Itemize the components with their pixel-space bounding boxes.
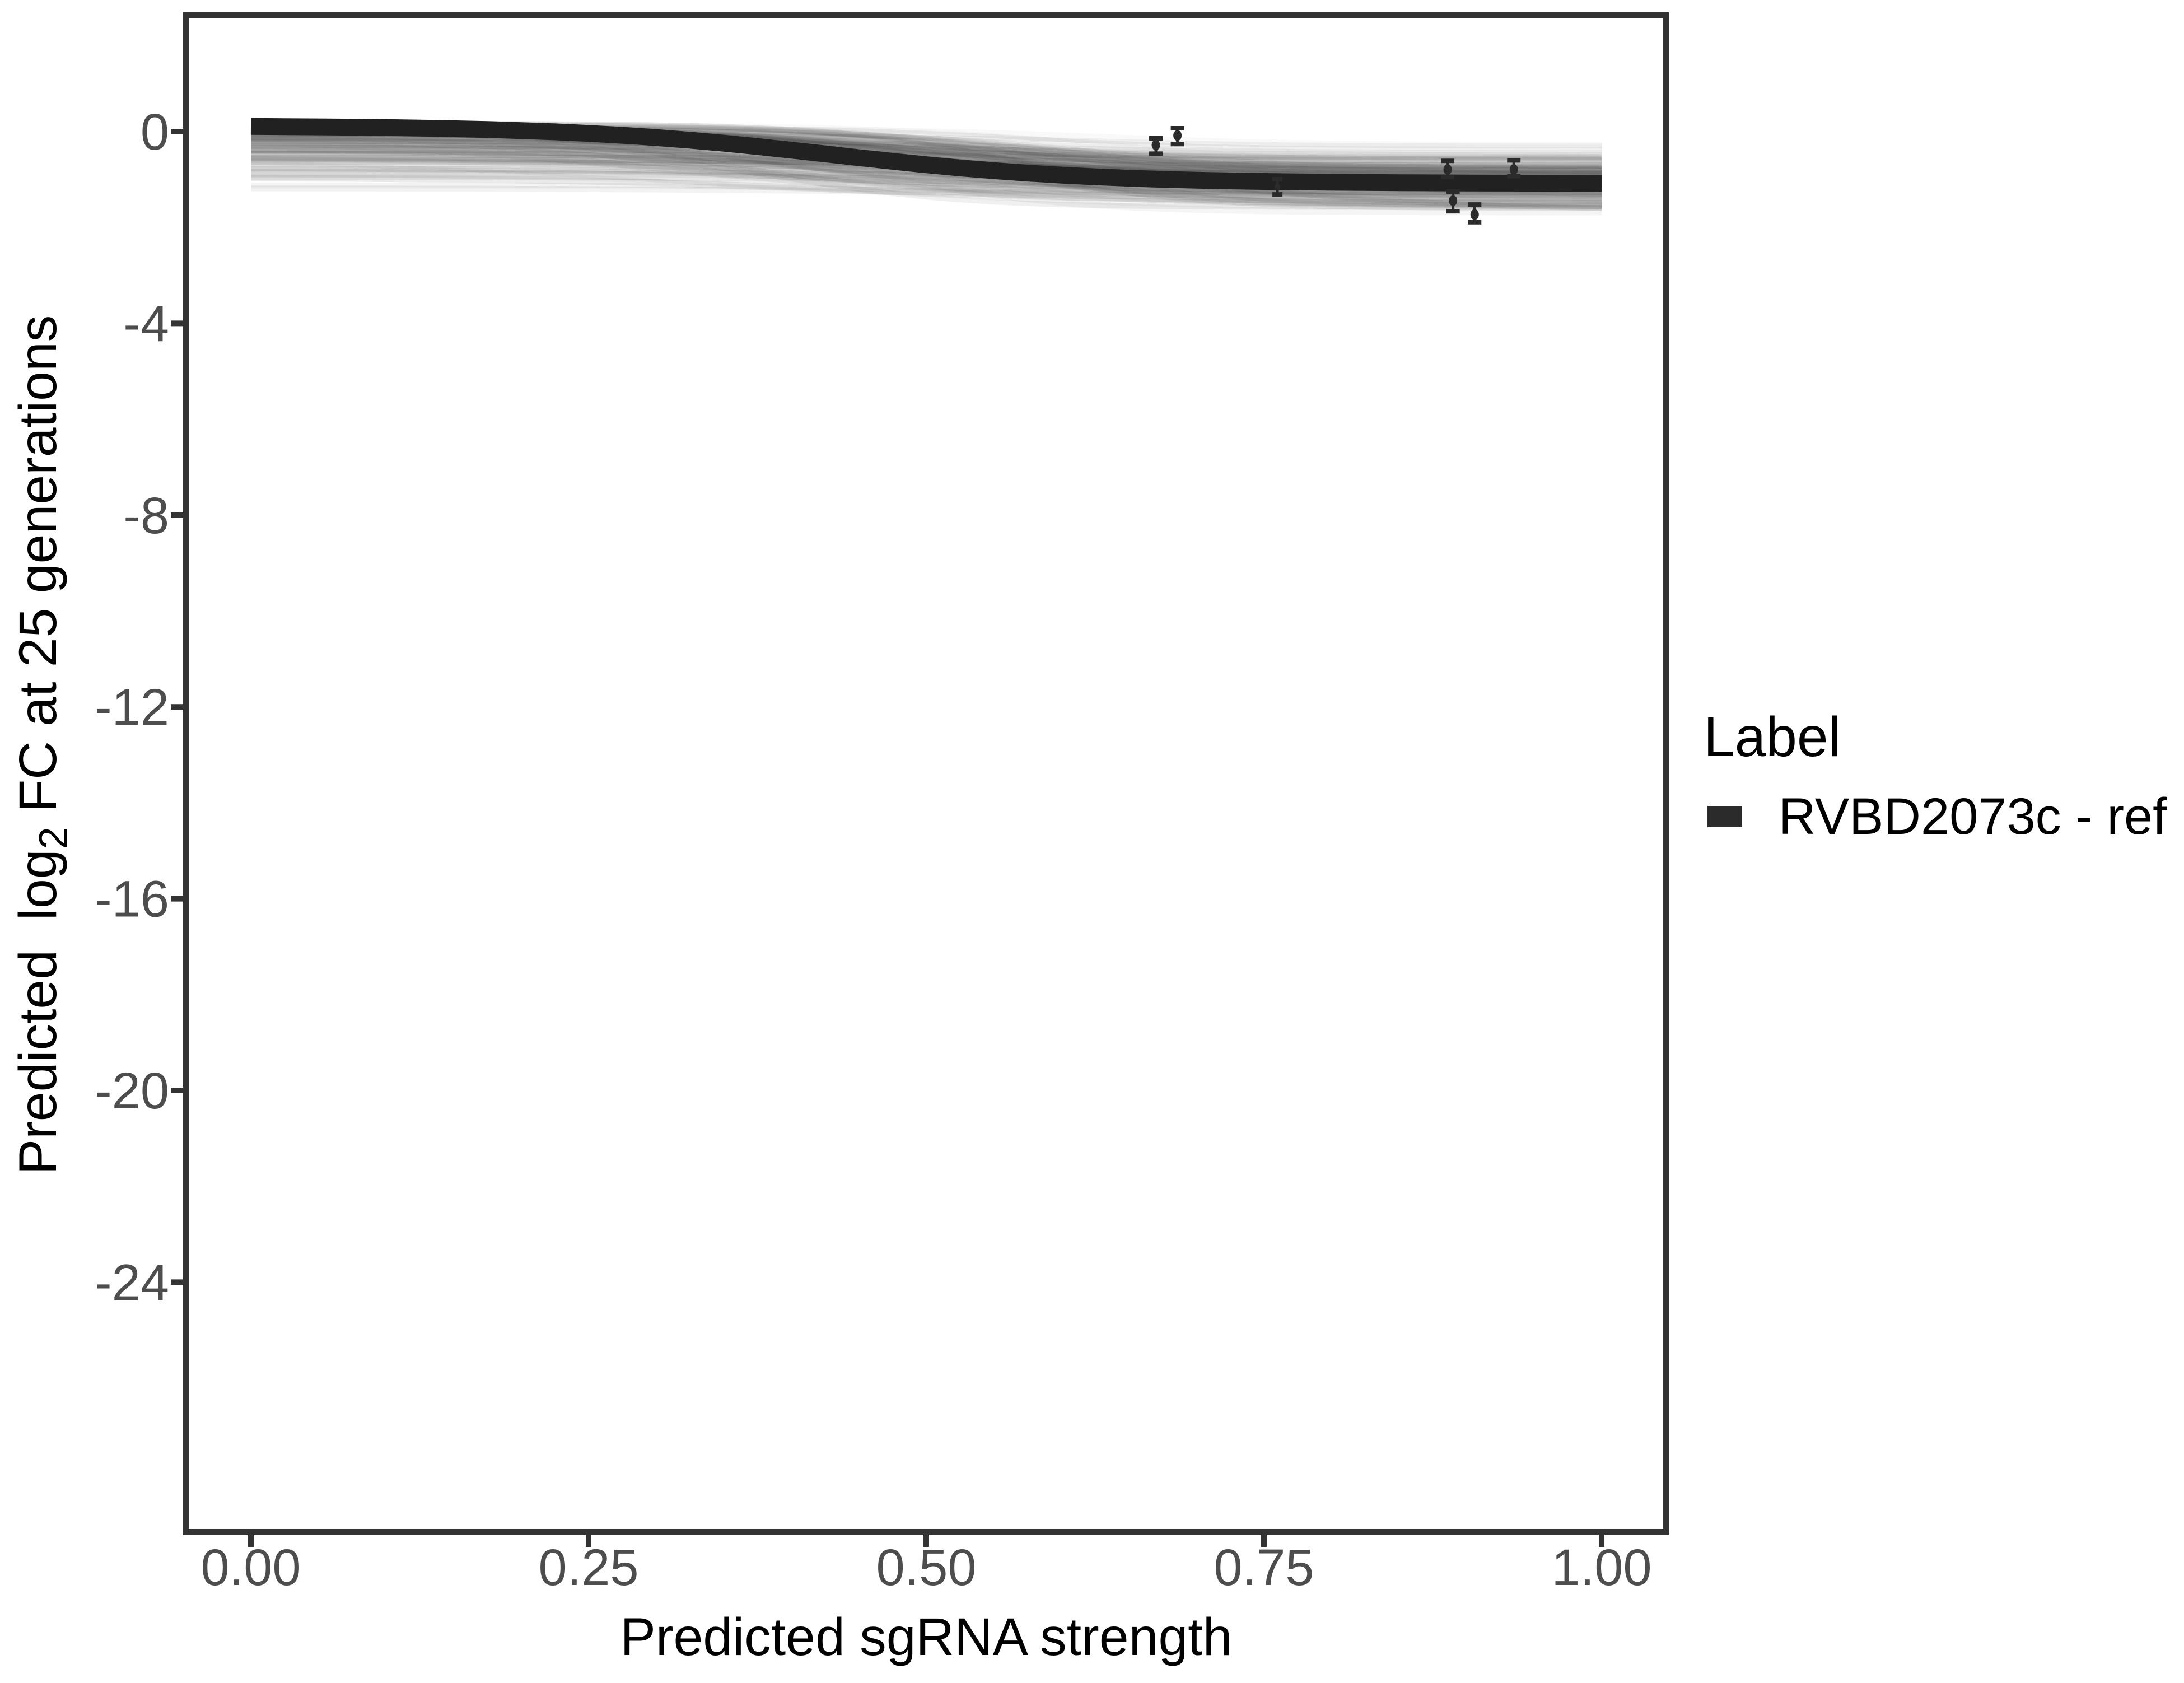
band-draw-line — [250, 137, 1602, 169]
y-title-subscript: 2 — [31, 827, 76, 849]
data-point — [1170, 126, 1184, 147]
band-draw-line — [250, 161, 1602, 197]
data-point — [1446, 189, 1460, 214]
band-draw-line — [250, 134, 1602, 203]
band-draw-line — [251, 161, 1602, 195]
legend: Label RVBD2073c - ref — [1704, 706, 2167, 845]
band-draw-line — [251, 166, 1602, 207]
x-tick-label: 0.00 — [200, 1539, 301, 1596]
band-draw-line — [250, 143, 1602, 177]
y-tick-label: 0 — [141, 104, 169, 161]
point-marker — [1173, 130, 1182, 141]
legend-swatch-icon — [1707, 806, 1742, 827]
point-marker — [1470, 209, 1479, 220]
point-marker — [1275, 183, 1281, 190]
band-draw-line — [251, 142, 1602, 169]
data-point — [1507, 158, 1521, 179]
band-draw-line — [251, 146, 1602, 174]
x-tick-label: 1.00 — [1551, 1539, 1651, 1596]
y-title-main: Predicted log — [8, 849, 68, 1174]
legend-entry-label: RVBD2073c - ref — [1779, 788, 2167, 845]
data-point — [1272, 176, 1283, 197]
x-tick-label: 0.25 — [538, 1539, 638, 1596]
y-tick-label: -24 — [95, 1254, 169, 1311]
point-marker — [1151, 139, 1160, 151]
band-draw-line — [250, 174, 1602, 201]
band-draw-line — [250, 171, 1602, 198]
data-point — [1149, 136, 1163, 156]
y-tick-label: -12 — [95, 679, 169, 736]
band-draw-line — [250, 146, 1602, 210]
x-tick-label: 0.75 — [1214, 1539, 1314, 1596]
x-axis-ticks: 0.00 0.25 0.50 0.75 1.00 — [200, 1535, 1652, 1596]
data-point — [1468, 202, 1482, 225]
y-tick-label: -4 — [123, 295, 169, 352]
y-tick-label: -8 — [123, 487, 169, 544]
band-draw-line — [251, 138, 1602, 176]
band-draw-line — [250, 138, 1602, 207]
band-draw-line — [250, 149, 1602, 197]
legend-title: Label — [1704, 706, 1841, 768]
point-marker — [1443, 164, 1452, 175]
panel-border — [183, 12, 1669, 1535]
band-draw-line — [250, 156, 1602, 204]
y-title-rest: FC at 25 generations — [8, 315, 68, 827]
y-tick-label: -20 — [95, 1062, 169, 1120]
band-draw-line — [250, 161, 1602, 204]
band-draw-line — [250, 168, 1602, 201]
band-draw-line — [250, 135, 1602, 159]
band-draw-line — [251, 182, 1602, 196]
median-curve — [250, 118, 1602, 192]
y-tick-label: -16 — [95, 871, 169, 928]
y-axis-title: Predicted log2 FC at 25 generations — [8, 315, 76, 1175]
x-tick-label: 0.50 — [876, 1539, 976, 1596]
band-draw-line — [250, 136, 1602, 156]
band-draw-line — [250, 137, 1602, 165]
band-draw-line — [251, 141, 1602, 157]
point-marker — [1449, 195, 1458, 206]
band-draw-line — [250, 156, 1602, 209]
band-draw-line — [250, 147, 1602, 216]
x-axis-title: Predicted sgRNA strength — [620, 1607, 1232, 1667]
band-draw-line — [250, 133, 1602, 195]
data-point — [1441, 158, 1455, 180]
band-draw-line — [251, 150, 1602, 161]
data-points — [1149, 126, 1521, 225]
point-marker — [1509, 164, 1518, 175]
band-draw-line — [251, 185, 1602, 199]
y-axis-ticks: 0 -4 -8 -12 -16 -20 -24 — [95, 104, 183, 1311]
